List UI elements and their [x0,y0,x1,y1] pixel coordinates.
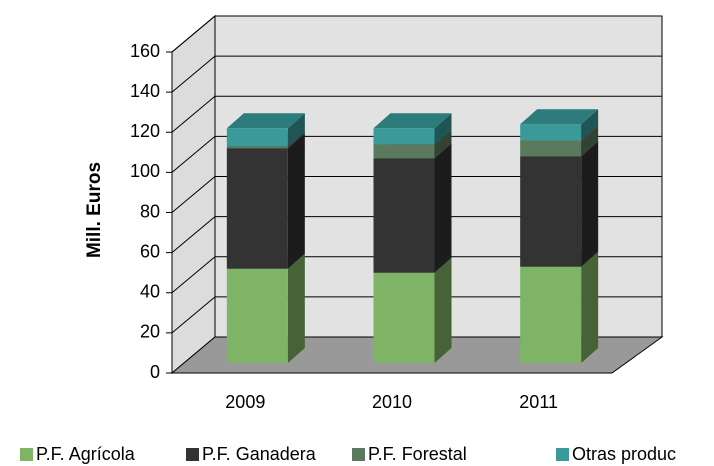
bar [373,128,435,145]
grid-line [171,296,662,334]
grid-line [171,216,662,254]
bar [226,148,288,269]
bar-side [287,253,305,363]
y-tick-label: 120 [130,121,160,141]
grid-line [171,95,662,133]
bar [226,128,288,147]
bar [373,158,435,273]
bar [226,268,288,363]
legend-label: P.F. Ganadera [202,444,317,464]
legend-swatch [556,448,569,461]
bar-side [434,113,452,145]
grid-line [171,55,662,93]
bar-side [287,113,305,147]
bar-side [287,131,305,149]
y-axis-label: Mill. Euros [84,162,105,258]
bar [520,266,582,363]
bar-side [581,251,599,363]
y-tick-label: 80 [140,201,160,221]
bar-top [373,113,452,129]
bar [373,272,435,363]
bars [226,109,599,363]
y-tick-label: 140 [130,81,160,101]
bar-side [434,143,452,273]
legend-label: P.F. Agrícola [36,444,136,464]
x-tick-label: 2009 [225,392,265,412]
legend-swatch [352,448,365,461]
grid [171,15,662,334]
grid-line [171,256,662,294]
bar-side [581,141,599,267]
grid-line [171,15,662,53]
x-tick-label: 2010 [372,392,412,412]
bar-side [581,125,599,157]
bar-side [434,257,452,363]
grid-line [171,135,662,173]
legend-swatch [186,448,199,461]
grid-line [171,176,662,213]
x-tick-label: 2011 [519,392,558,412]
bar-top [520,109,599,125]
bar [520,124,582,141]
bar-side [581,109,599,141]
legend-label: Otras produc [572,444,676,464]
y-tick-label: 160 [130,41,160,61]
bar [226,146,288,149]
y-tick-label: 100 [130,161,160,181]
bar-top [226,113,305,129]
bar [373,144,435,159]
bar [520,156,582,267]
y-tick-label: 0 [150,362,160,382]
legend-label: P.F. Forestal [368,444,467,464]
y-tick-label: 20 [140,322,160,342]
legend-swatch [20,448,33,461]
bar-side [434,129,452,159]
y-tick-label: 60 [140,241,160,261]
bar [520,140,582,157]
y-tick-label: 40 [140,282,160,302]
bar-side [287,133,305,269]
